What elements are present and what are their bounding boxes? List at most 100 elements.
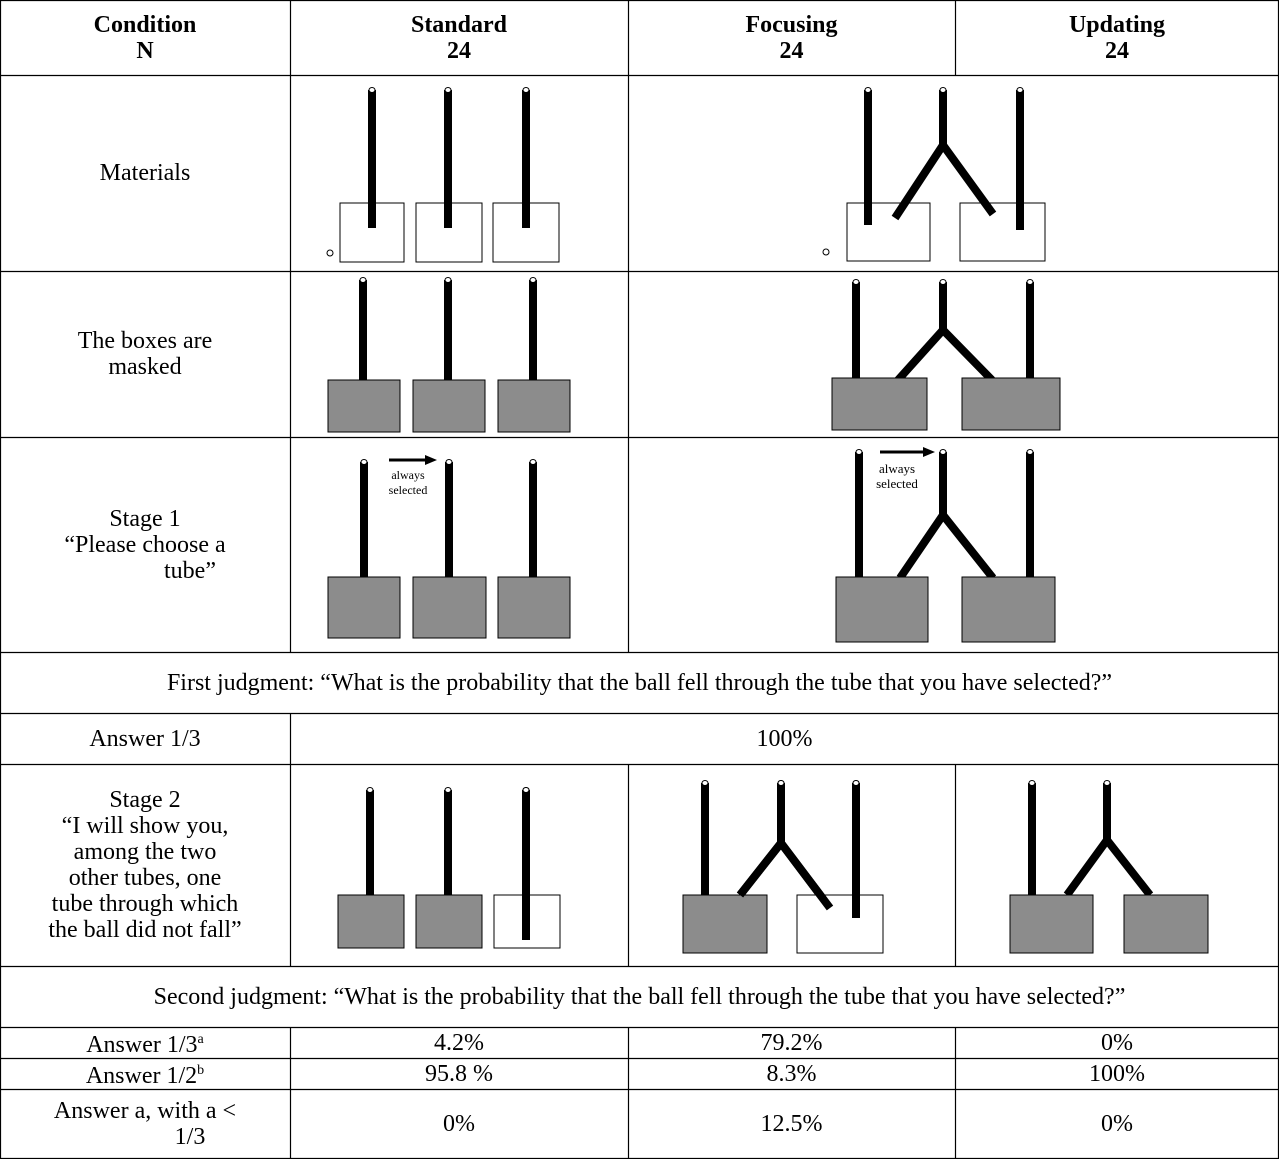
tube-cap (939, 87, 947, 93)
result-cell: 0% (955, 1027, 1279, 1058)
header-title: Standard (410, 11, 508, 38)
tube-cap (1016, 87, 1024, 93)
tube-cap (529, 277, 537, 283)
tube-cap (360, 459, 368, 465)
row-label: Answer 1/2b (0, 1058, 290, 1089)
judgment-text: First judgment: “What is the probability… (166, 669, 1113, 696)
label-text: Stage 2 (109, 787, 181, 813)
ball (822, 248, 830, 256)
header-n: 24 (1105, 37, 1129, 64)
box (796, 894, 884, 954)
label-text: Stage 1 (109, 505, 181, 532)
tube-cap (1103, 780, 1111, 786)
header-cell: Focusing 24 (628, 0, 955, 75)
box (497, 379, 571, 433)
tube-cap (1026, 279, 1034, 285)
tube-branch (896, 508, 997, 581)
tube-cap (529, 459, 537, 465)
label-text: masked (108, 354, 182, 380)
header-n: 24 (779, 37, 804, 64)
arrow-note: always selected (867, 461, 927, 491)
note-text: always (391, 468, 425, 482)
tube-branch (1063, 833, 1154, 898)
box (846, 202, 931, 262)
tube-cap (522, 87, 530, 93)
result-cell: 95.8 % (290, 1058, 628, 1089)
header-cell: Condition N (0, 0, 290, 75)
header-cell: Updating 24 (955, 0, 1279, 75)
row-label: Stage 2 “I will show you, among the two oth… (0, 764, 290, 966)
row-label: Stage 1 “Please choose a tube” (0, 437, 290, 652)
value-text: 8.3% (766, 1060, 817, 1087)
result-cell: 12.5% (628, 1089, 955, 1159)
value-text: 100% (756, 725, 813, 752)
result-cell: 8.3% (628, 1058, 955, 1089)
header-n: 24 (447, 37, 471, 64)
label-text: the ball did not fall” (48, 917, 242, 943)
box (327, 576, 401, 639)
header-title: Focusing (745, 11, 838, 38)
arrow-head (425, 455, 437, 465)
box (1123, 894, 1209, 954)
footnote-mark: a (197, 1032, 204, 1047)
note-text: selected (388, 483, 428, 497)
label-text: Answer 1/3a (86, 1027, 204, 1058)
label-text: other tubes, one (68, 865, 222, 891)
tube-cap (1028, 780, 1036, 786)
arrow-head (923, 447, 935, 457)
row-label: Materials (0, 75, 290, 271)
box (831, 377, 928, 431)
tube-cap (366, 787, 374, 793)
box (337, 894, 405, 949)
value-text: 12.5% (760, 1111, 823, 1137)
label-text: Answer 1/3 (89, 725, 201, 752)
note-text: selected (876, 476, 918, 491)
label-text: Answer 1/2 (85, 1063, 198, 1089)
row-label: Answer a, with a <1/3 (0, 1089, 290, 1159)
label-text: “Please choose a (64, 531, 226, 558)
value-text: 79.2% (760, 1029, 823, 1056)
tube-cap (444, 787, 452, 793)
tube-cap (444, 87, 452, 93)
box (835, 576, 929, 643)
box (415, 894, 483, 949)
header-title: Condition (93, 11, 197, 38)
judgment-row: First judgment: “What is the probability… (0, 652, 1279, 713)
box (961, 377, 1061, 431)
label-text: 1/3 (174, 1124, 206, 1150)
box (1009, 894, 1094, 954)
header-title: Updating (1068, 11, 1166, 38)
value-text: 100% (1089, 1060, 1145, 1087)
result-cell: 100% (955, 1058, 1279, 1089)
arrow-note: always selected (378, 468, 438, 498)
result-cell: 4.2% (290, 1027, 628, 1058)
tube-cap (852, 279, 860, 285)
tube-cap (864, 87, 872, 93)
tube-cap (777, 780, 785, 786)
label-text: among the two (73, 839, 217, 865)
tube-cap (445, 459, 453, 465)
label-text: tube through which (51, 891, 239, 917)
judgment-row: Second judgment: “What is the probabilit… (0, 966, 1279, 1027)
label-text: Materials (99, 160, 191, 186)
box (412, 379, 486, 433)
box (497, 576, 571, 639)
tube-cap (368, 87, 376, 93)
header-n: N (136, 37, 154, 64)
row-label: Answer 1/3a (0, 1027, 290, 1058)
value-text: 4.2% (434, 1029, 484, 1056)
footnote-mark: b (197, 1063, 205, 1078)
tube-cap (444, 277, 452, 283)
label-text: tube” (164, 557, 216, 584)
label-text: The boxes are (77, 328, 213, 354)
result-cell: 0% (955, 1089, 1279, 1159)
tube-branch (891, 137, 997, 221)
box (327, 379, 401, 433)
tube-cap (701, 780, 709, 786)
tube-cap (939, 279, 947, 285)
label-text: “I will show you, (61, 813, 229, 839)
label-text: Answer a, with a < (53, 1098, 237, 1124)
answer-value: 100% (290, 713, 1279, 764)
